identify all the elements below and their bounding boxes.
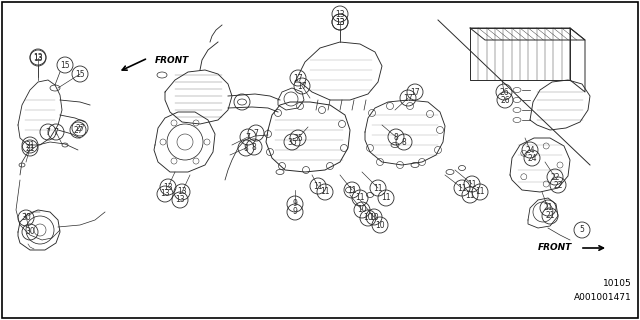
Text: 11: 11: [355, 194, 365, 203]
Text: 13: 13: [335, 18, 345, 27]
Text: 30: 30: [21, 213, 31, 222]
Text: 10: 10: [375, 220, 385, 229]
Text: 13: 13: [163, 182, 173, 191]
Text: FRONT: FRONT: [155, 55, 189, 65]
Text: 11: 11: [348, 186, 356, 195]
Text: 7: 7: [253, 129, 259, 138]
Text: 21: 21: [543, 204, 553, 212]
Text: 11: 11: [476, 188, 484, 196]
Text: 21: 21: [25, 140, 35, 149]
Text: 11: 11: [467, 180, 477, 188]
Text: 21: 21: [25, 143, 35, 153]
Text: 10: 10: [363, 213, 373, 222]
Text: 8: 8: [252, 142, 257, 151]
Text: 13: 13: [33, 52, 43, 61]
Text: 15: 15: [75, 69, 85, 78]
Text: 11: 11: [320, 188, 330, 196]
Text: 7: 7: [45, 127, 51, 137]
Text: 10: 10: [369, 212, 379, 221]
Text: 11: 11: [381, 194, 391, 203]
Text: 26: 26: [499, 87, 509, 97]
Text: 27: 27: [75, 124, 85, 132]
Text: 26: 26: [500, 95, 510, 105]
Text: 13: 13: [335, 10, 345, 19]
Text: 13: 13: [335, 18, 345, 27]
Text: 11: 11: [465, 190, 475, 199]
Text: 8: 8: [402, 138, 406, 147]
Text: 35: 35: [287, 138, 297, 147]
Text: 13: 13: [33, 53, 43, 62]
Text: 27: 27: [73, 125, 83, 134]
Text: 5: 5: [580, 226, 584, 235]
Text: 17: 17: [403, 93, 413, 102]
Text: 24: 24: [527, 154, 537, 163]
Text: 10105: 10105: [604, 279, 632, 288]
Text: 9: 9: [292, 207, 298, 217]
Text: 30: 30: [25, 228, 35, 236]
Text: 8: 8: [244, 143, 248, 153]
Text: 22: 22: [550, 172, 560, 181]
Text: A001001471: A001001471: [574, 293, 632, 302]
Text: 8: 8: [394, 132, 398, 141]
Text: 11: 11: [373, 183, 383, 193]
Text: 21: 21: [545, 212, 555, 220]
Text: 15: 15: [60, 60, 70, 69]
Text: 17: 17: [410, 87, 420, 97]
Text: FRONT: FRONT: [538, 244, 572, 252]
Text: 13: 13: [160, 189, 170, 198]
Text: 35: 35: [293, 133, 303, 142]
Text: 17: 17: [297, 82, 307, 91]
Text: 7: 7: [54, 127, 58, 137]
Text: 11: 11: [313, 181, 323, 190]
Text: 13: 13: [175, 196, 185, 204]
Text: 9: 9: [292, 199, 298, 209]
Text: 10: 10: [357, 205, 367, 214]
Text: 13: 13: [177, 188, 187, 196]
Text: 22: 22: [553, 180, 563, 189]
Text: 7: 7: [246, 132, 250, 141]
Text: 11: 11: [457, 183, 467, 193]
Text: 24: 24: [525, 146, 535, 155]
Text: 17: 17: [293, 74, 303, 83]
